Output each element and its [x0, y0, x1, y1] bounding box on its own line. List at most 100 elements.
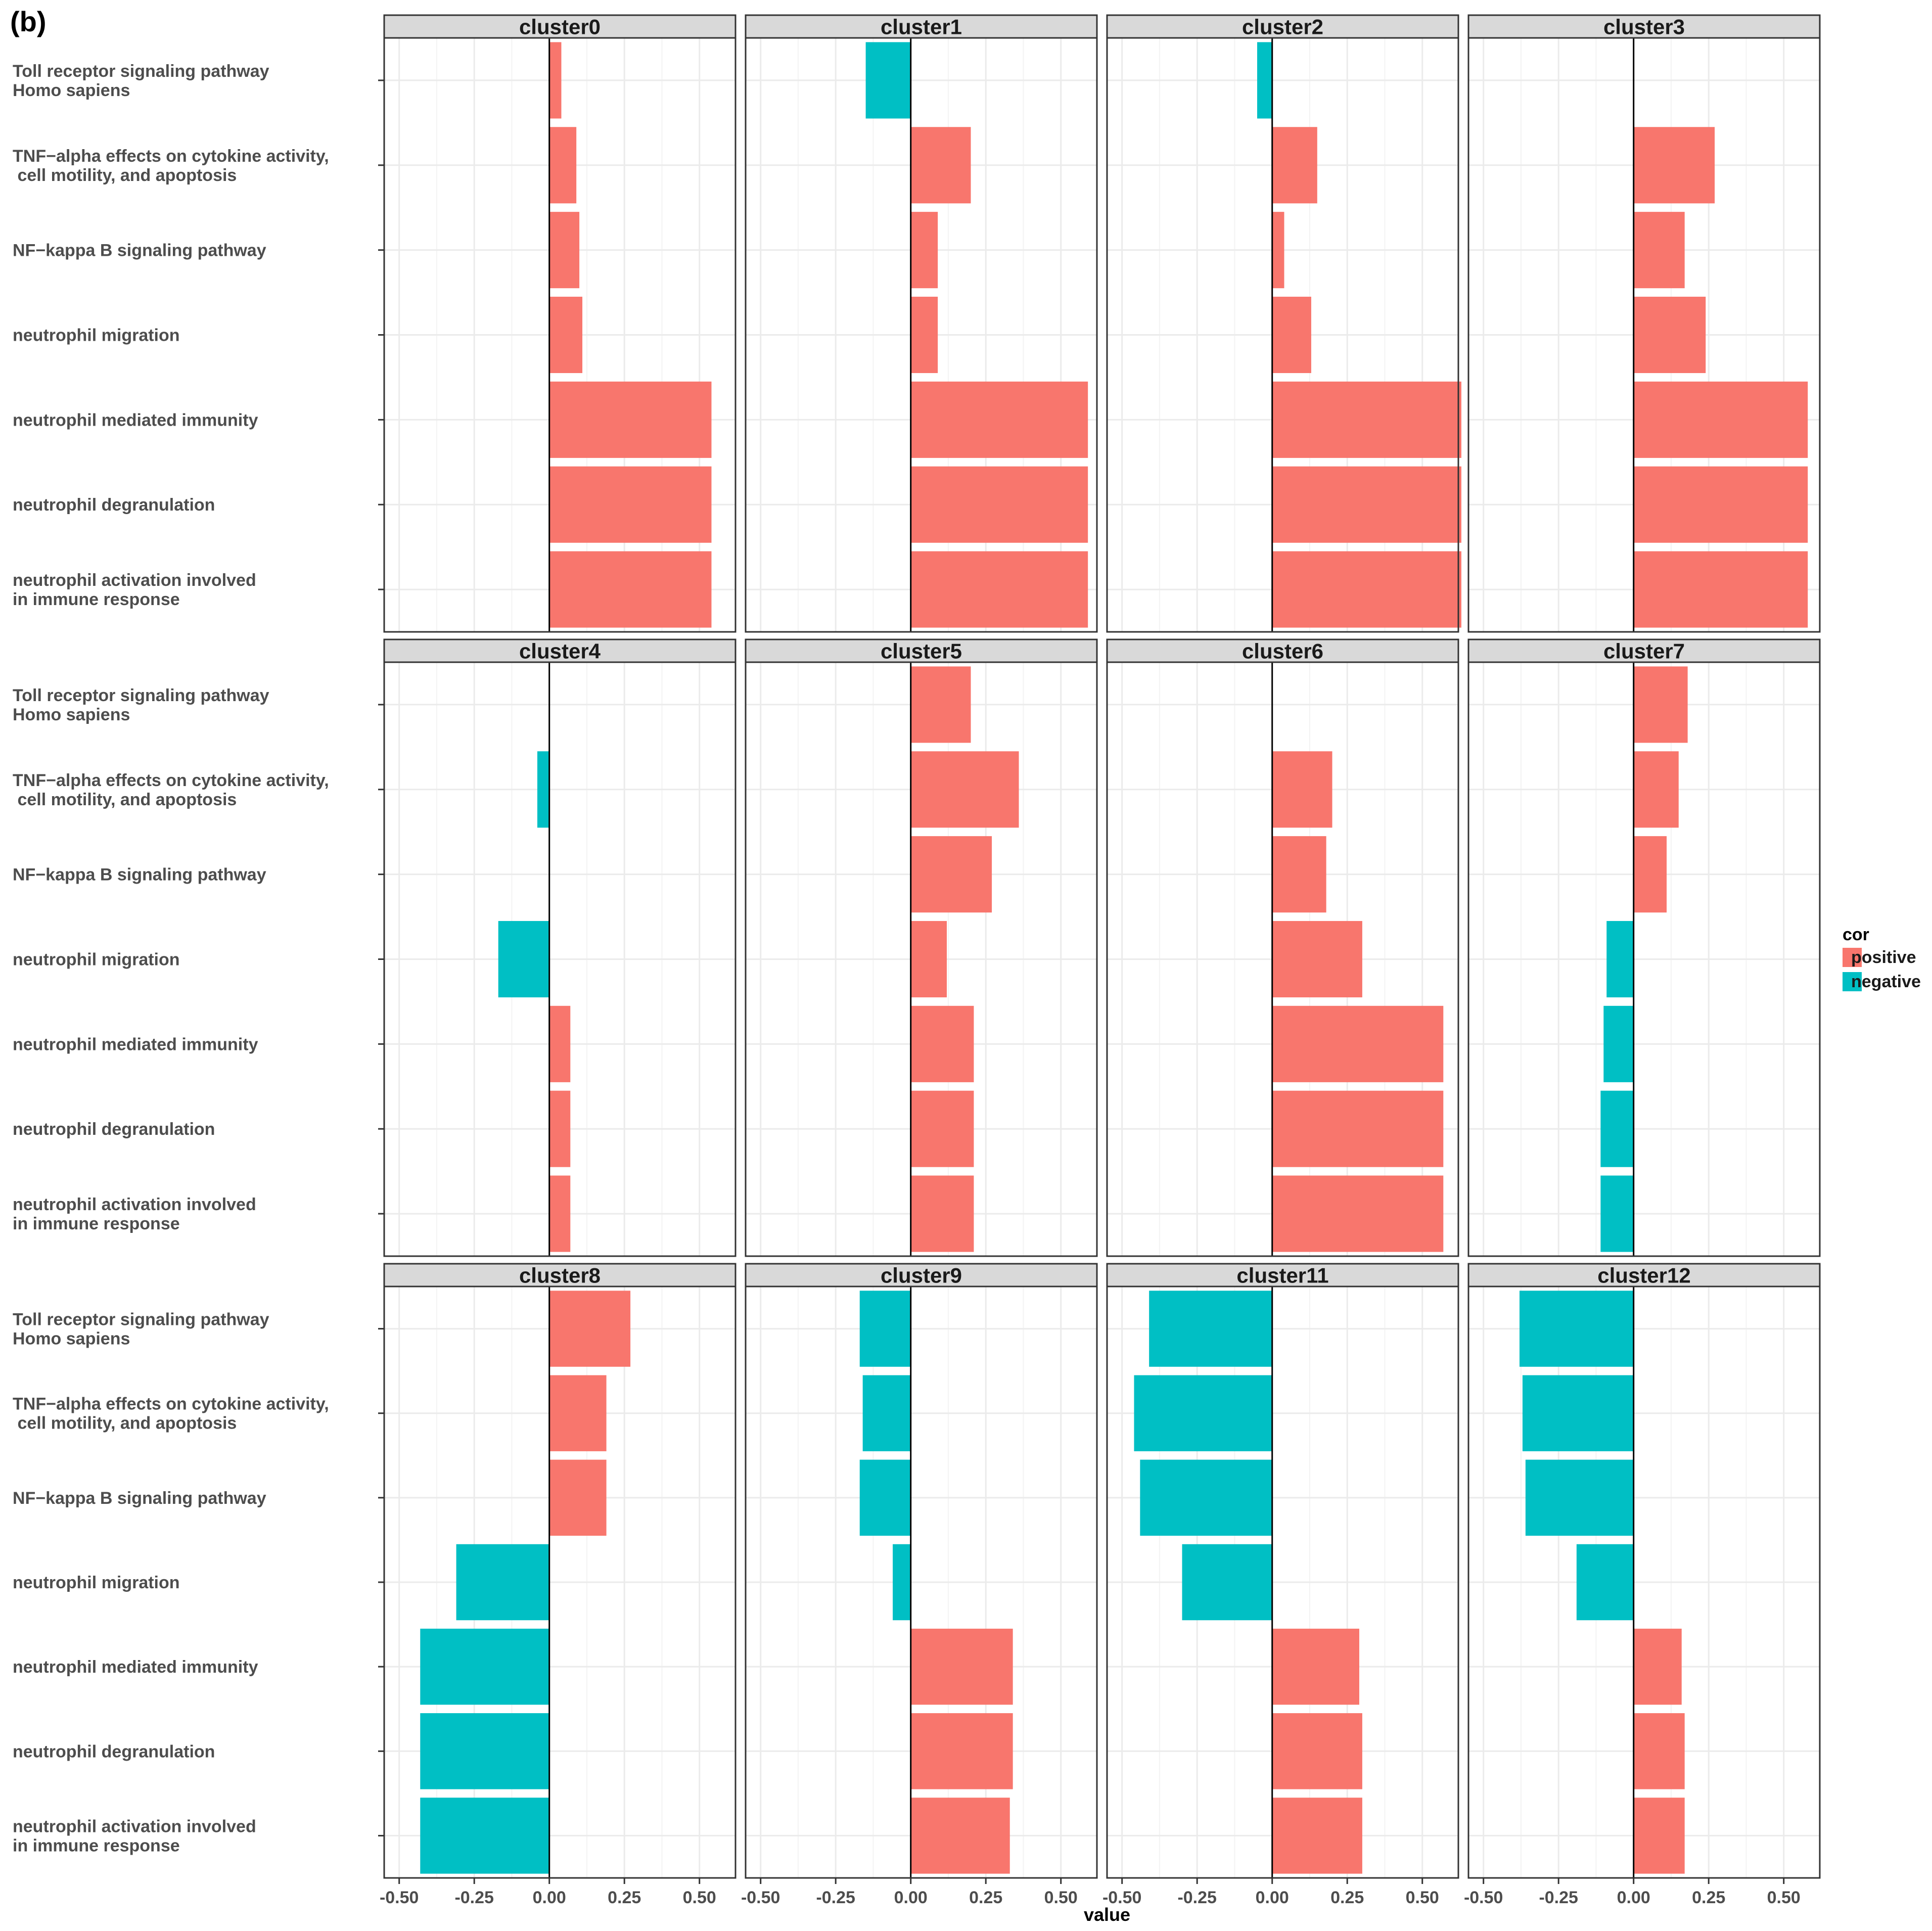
y-axis-label: neutrophil mediated immunity: [13, 1658, 258, 1677]
bar: [859, 1459, 911, 1536]
bar: [910, 1090, 974, 1167]
panel-border: [1467, 661, 1821, 1257]
bar: [910, 466, 1088, 543]
bar: [910, 921, 947, 998]
facet-strip: [745, 14, 1098, 39]
x-axis-tick-label: 0.50: [1044, 1888, 1078, 1907]
bar: [1272, 1713, 1362, 1789]
bar: [1633, 836, 1667, 913]
bar: [1633, 551, 1808, 628]
facet-strip-label: cluster0: [519, 15, 601, 39]
bar: [1606, 921, 1634, 998]
y-axis-label: Toll receptor signaling pathway Homo sapi…: [13, 686, 269, 724]
x-axis-tick-label: -0.50: [380, 1888, 419, 1907]
bar: [1272, 1005, 1444, 1082]
bar: [1272, 466, 1461, 543]
y-axis-label: TNF−alpha effects on cytokine activity, …: [13, 771, 329, 809]
bar: [1633, 666, 1688, 743]
bar: [862, 1375, 911, 1451]
x-axis-tick-label: 0.25: [1330, 1888, 1364, 1907]
bar: [1272, 1798, 1362, 1874]
x-axis-tick-label: -0.50: [1464, 1888, 1503, 1907]
facet-strip: [1106, 638, 1459, 663]
y-axis-label: Toll receptor signaling pathway Homo sapi…: [13, 1310, 269, 1349]
panel-border: [1106, 1285, 1459, 1879]
bar: [549, 551, 712, 628]
bar: [1257, 42, 1272, 119]
bar: [549, 42, 562, 119]
facet-strip: [1106, 14, 1459, 39]
legend-swatch: [1843, 972, 1862, 991]
panel-border: [1106, 661, 1459, 1257]
y-axis-label: neutrophil activation involved in immune …: [13, 1195, 256, 1233]
bar: [1272, 381, 1461, 458]
bar: [910, 836, 992, 913]
legend-title: cor: [1843, 925, 1869, 944]
x-axis-tick-label: -0.25: [454, 1888, 494, 1907]
bar: [549, 1375, 607, 1451]
bar: [910, 1798, 1010, 1874]
bar: [1272, 551, 1461, 628]
bar: [549, 212, 580, 289]
bar: [910, 1628, 1013, 1705]
y-axis-label: neutrophil migration: [13, 950, 180, 970]
panel-label: (b): [10, 6, 47, 37]
facet-strip-label: cluster6: [1242, 639, 1323, 663]
bar: [1633, 381, 1808, 458]
bar: [549, 127, 577, 204]
bar: [1633, 296, 1706, 374]
y-axis-label: NF−kappa B signaling pathway: [13, 241, 266, 260]
panel-border: [1467, 1285, 1821, 1879]
legend-swatch: [1843, 948, 1862, 967]
facet-strip-label: cluster4: [519, 639, 601, 663]
x-axis-tick-label: 0.00: [1617, 1888, 1650, 1907]
bar: [1525, 1459, 1634, 1536]
bar: [910, 751, 1019, 828]
bar: [1633, 466, 1808, 543]
y-axis-label: neutrophil degranulation: [13, 1120, 215, 1139]
bar: [1272, 1175, 1444, 1252]
bar: [1633, 1628, 1682, 1705]
panel-border: [1467, 37, 1821, 633]
facet-strip-label: cluster12: [1597, 1264, 1690, 1288]
bar: [1272, 921, 1362, 998]
bar: [420, 1628, 549, 1705]
bar: [1182, 1544, 1272, 1621]
bar: [549, 381, 712, 458]
y-axis-label: neutrophil activation involved in immune …: [13, 1817, 256, 1855]
facet-strip: [1467, 1263, 1821, 1288]
y-axis-label: Toll receptor signaling pathway Homo sapi…: [13, 62, 269, 100]
facet-strip-label: cluster3: [1603, 15, 1685, 39]
bar: [1633, 1713, 1685, 1789]
x-axis-tick-label: 0.25: [1692, 1888, 1725, 1907]
facet-strip-label: cluster7: [1603, 639, 1685, 663]
facet-strip: [383, 638, 737, 663]
bar: [910, 1713, 1013, 1789]
bar: [1134, 1375, 1272, 1451]
y-axis-label: NF−kappa B signaling pathway: [13, 865, 266, 885]
y-axis-label: TNF−alpha effects on cytokine activity, …: [13, 1395, 329, 1433]
bar: [456, 1544, 549, 1621]
facet-strip-label: cluster11: [1236, 1264, 1328, 1288]
bar: [1272, 296, 1311, 374]
bar: [1633, 1798, 1685, 1874]
bar: [859, 1291, 911, 1367]
bar: [1272, 1090, 1444, 1167]
bar: [910, 1175, 974, 1252]
facet-strip-label: cluster2: [1242, 15, 1323, 39]
bar: [1140, 1459, 1272, 1536]
panel-border: [745, 661, 1098, 1257]
bar: [1633, 751, 1679, 828]
bar: [1272, 751, 1332, 828]
bar: [893, 1544, 911, 1621]
bar: [1600, 1090, 1634, 1167]
x-axis-tick-label: -0.25: [816, 1888, 855, 1907]
bar: [910, 296, 938, 374]
bar: [420, 1798, 549, 1874]
x-axis-tick-label: 0.00: [533, 1888, 566, 1907]
bar: [1600, 1175, 1634, 1252]
panel-border: [745, 37, 1098, 633]
bar: [537, 751, 549, 828]
bar: [549, 296, 583, 374]
